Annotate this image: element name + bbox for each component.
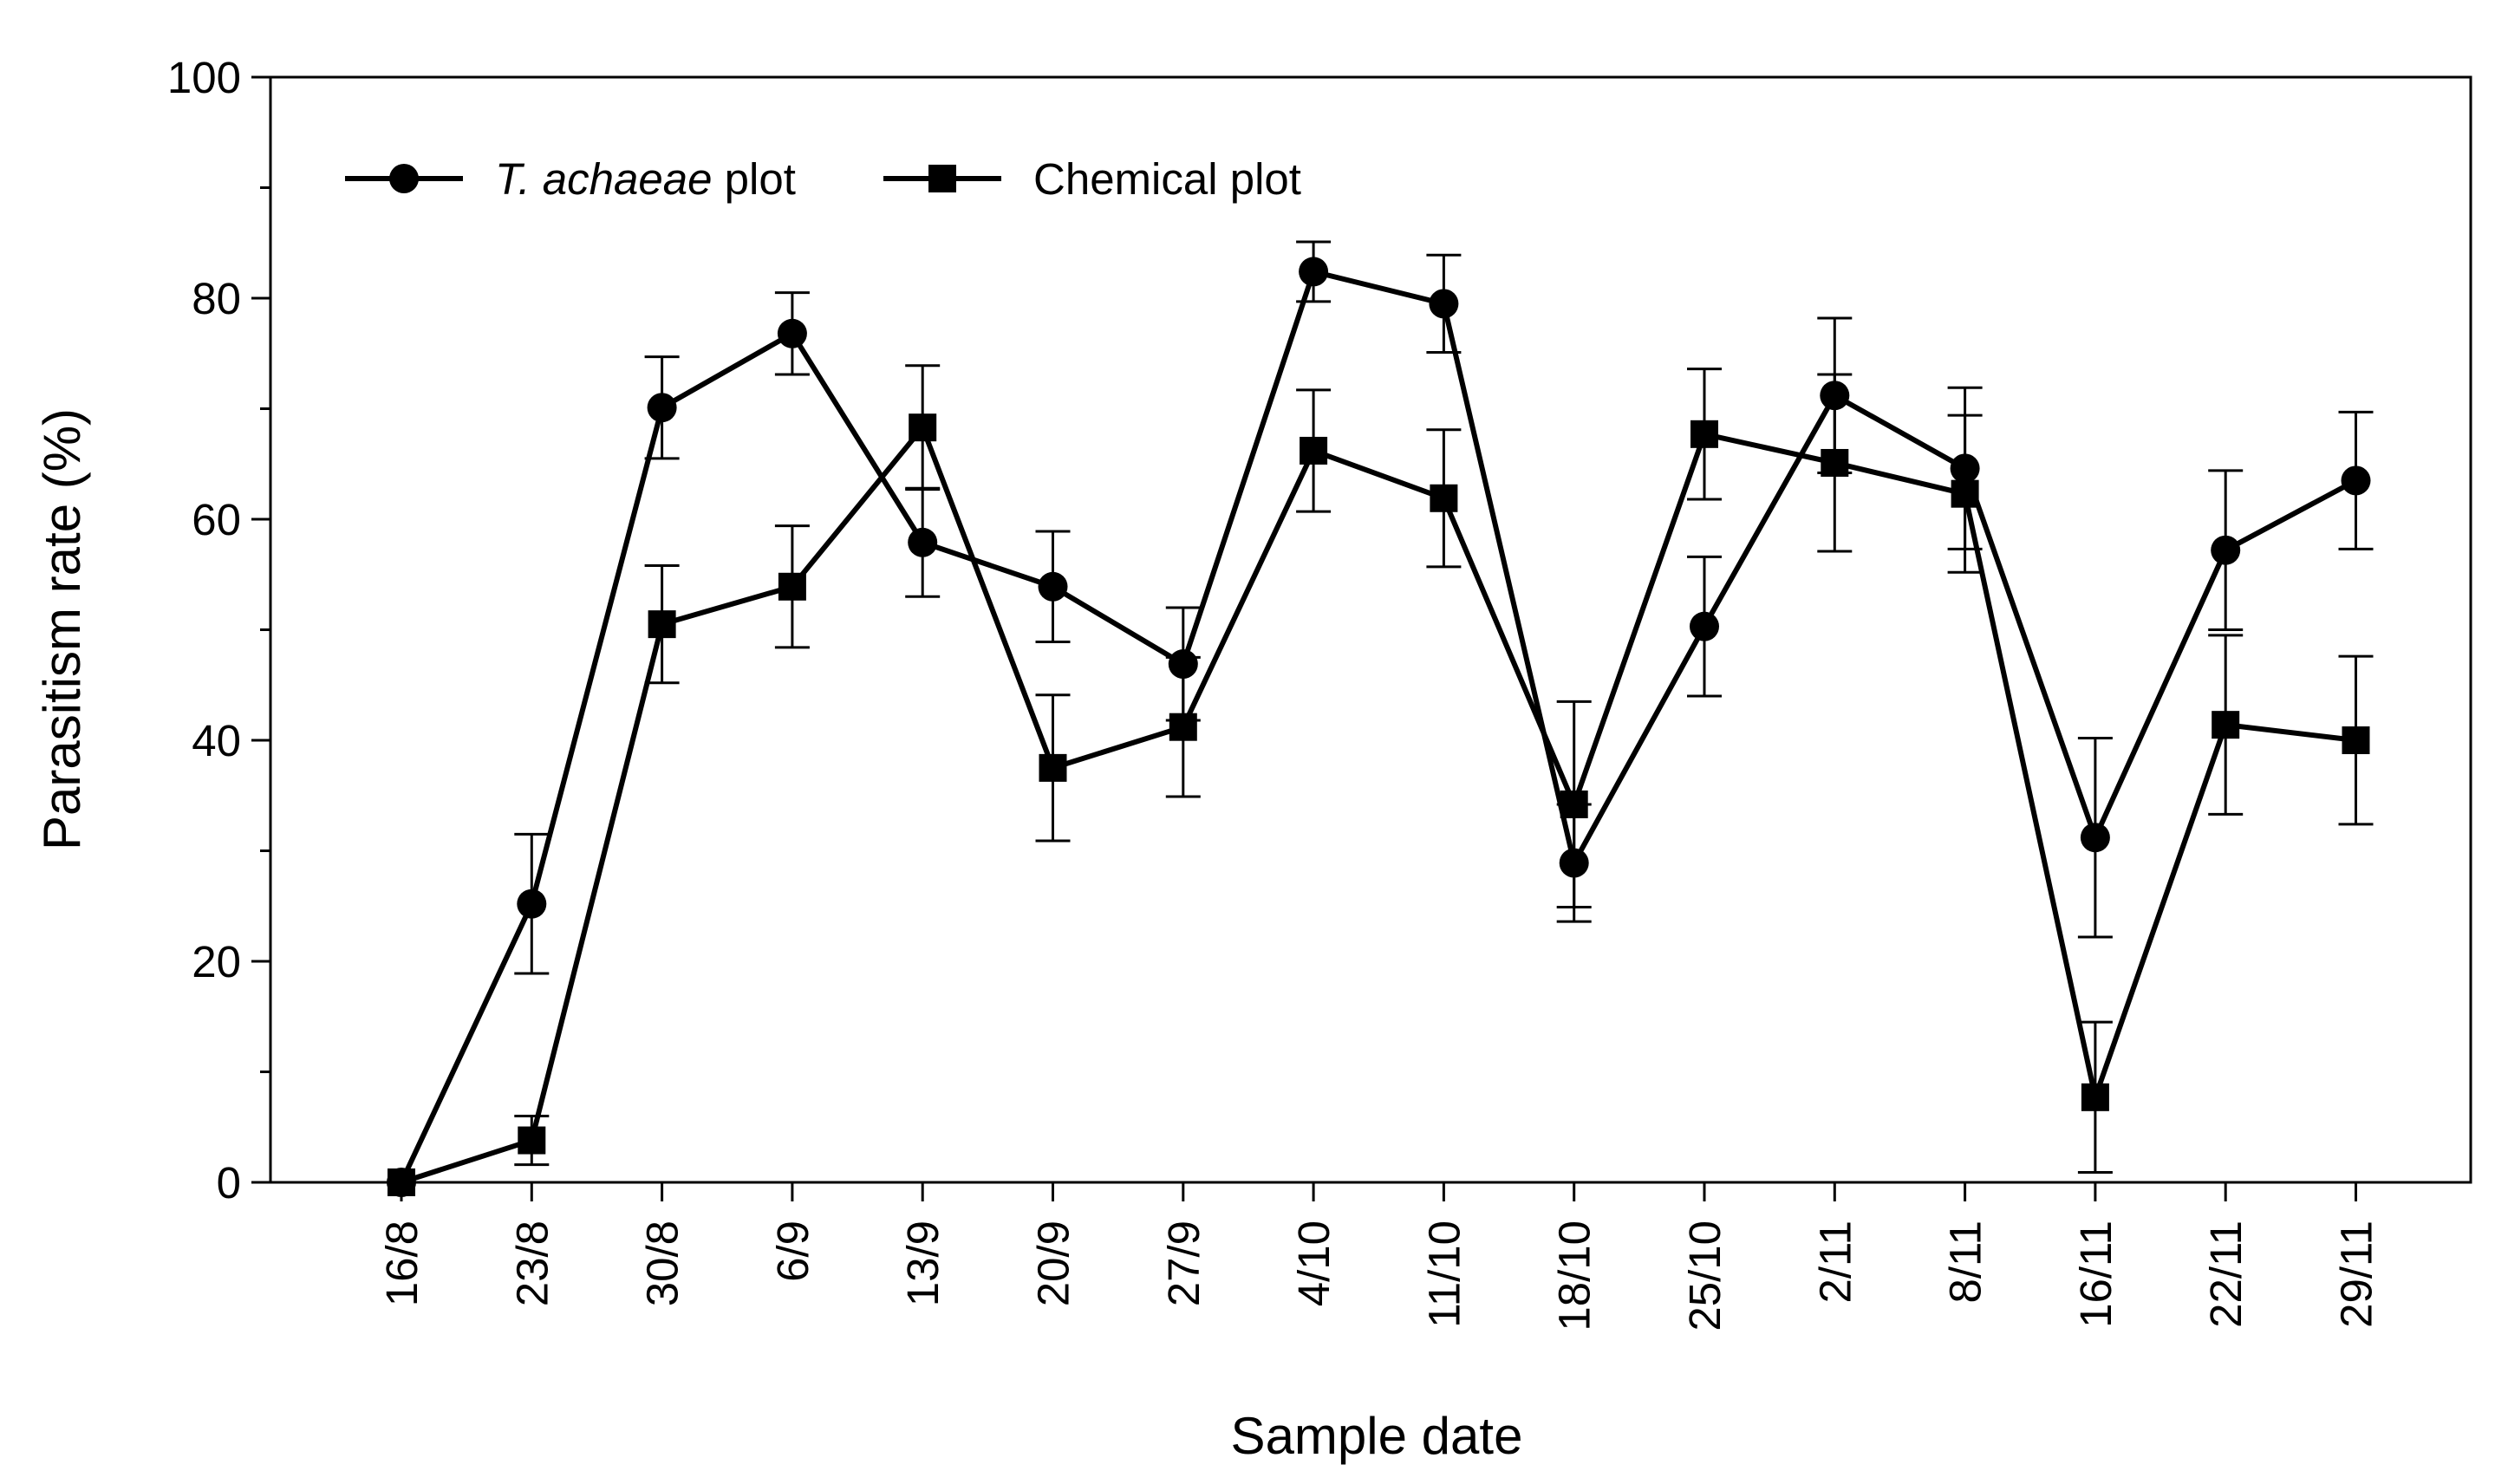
data-point bbox=[2342, 726, 2370, 754]
x-tick-label: 16/8 bbox=[377, 1220, 427, 1306]
legend-label-suffix: plot bbox=[713, 154, 796, 204]
legend-item-series-2: Chemical plot bbox=[883, 154, 1301, 204]
x-tick-label: 13/9 bbox=[898, 1220, 948, 1306]
data-point bbox=[1430, 484, 1458, 512]
x-tick-label: 30/8 bbox=[638, 1220, 687, 1306]
x-tick-label: 22/11 bbox=[2201, 1220, 2251, 1328]
legend-item-series-1: T. achaeae plot bbox=[345, 154, 796, 204]
data-point bbox=[778, 572, 806, 601]
data-point bbox=[518, 1126, 546, 1155]
data-point bbox=[648, 610, 676, 639]
data-point bbox=[1690, 611, 1719, 641]
legend-label-series-2: Chemical plot bbox=[1033, 154, 1301, 204]
data-point bbox=[2211, 535, 2241, 565]
data-point bbox=[517, 888, 547, 919]
data-point bbox=[2080, 823, 2110, 853]
data-point bbox=[2212, 711, 2240, 739]
x-axis-title: Sample date bbox=[1231, 1407, 1523, 1465]
legend-label-italic: T. achaeae bbox=[495, 154, 713, 204]
x-tick-label: 4/10 bbox=[1289, 1220, 1339, 1306]
data-point bbox=[1951, 479, 1979, 508]
y-tick-label: 0 bbox=[217, 1158, 241, 1207]
data-point bbox=[388, 1168, 415, 1196]
x-tick-label: 11/10 bbox=[1419, 1220, 1469, 1328]
y-tick-label: 100 bbox=[167, 53, 241, 102]
x-tick-label: 27/9 bbox=[1159, 1220, 1208, 1306]
data-point bbox=[908, 527, 938, 557]
y-tick-label: 80 bbox=[192, 274, 241, 323]
series-2 bbox=[388, 364, 2374, 1196]
data-point bbox=[909, 413, 937, 442]
data-point bbox=[1038, 571, 1068, 602]
data-point bbox=[2341, 465, 2371, 496]
data-point bbox=[1690, 420, 1718, 448]
data-point bbox=[1039, 753, 1067, 782]
y-tick-label: 20 bbox=[192, 937, 241, 986]
data-point bbox=[1299, 257, 1329, 287]
series-2-line bbox=[401, 425, 2356, 1185]
y-axis-title: Parasitism rate (%) bbox=[33, 408, 91, 850]
legend-circle-marker bbox=[389, 164, 419, 193]
x-tick-label: 29/11 bbox=[2332, 1220, 2381, 1328]
data-point bbox=[777, 318, 807, 348]
series-1-line bbox=[399, 269, 2357, 1184]
x-tick-label: 20/9 bbox=[1029, 1220, 1078, 1306]
data-point bbox=[2081, 1083, 2109, 1111]
legend-label-series-1: T. achaeae plot bbox=[495, 154, 796, 204]
data-point bbox=[1169, 713, 1197, 741]
series-layer bbox=[387, 240, 2374, 1197]
y-axis: 0 20 40 60 80 100 bbox=[167, 53, 270, 1207]
x-axis: 16/8 23/8 30/8 6/9 13/9 20/9 27/9 4/10 11/10 18/1… bbox=[377, 1182, 2381, 1331]
x-tick-label: 2/11 bbox=[1810, 1220, 1860, 1303]
x-tick-label: 6/9 bbox=[768, 1220, 818, 1282]
data-point bbox=[1429, 289, 1459, 319]
x-tick-label: 8/11 bbox=[1941, 1220, 1990, 1303]
y-tick-label: 60 bbox=[192, 495, 241, 544]
data-point bbox=[647, 393, 677, 423]
data-point bbox=[1560, 790, 1588, 818]
y-tick-label: 40 bbox=[192, 716, 241, 765]
x-tick-label: 25/10 bbox=[1680, 1220, 1730, 1331]
x-tick-label: 16/11 bbox=[2071, 1220, 2120, 1328]
legend-square-marker bbox=[928, 165, 956, 192]
x-tick-label: 18/10 bbox=[1550, 1220, 1599, 1331]
x-tick-label: 23/8 bbox=[507, 1220, 557, 1306]
data-point bbox=[1821, 448, 1849, 477]
data-point bbox=[1300, 436, 1328, 465]
legend: T. achaeae plot Chemical plot bbox=[345, 154, 1301, 204]
